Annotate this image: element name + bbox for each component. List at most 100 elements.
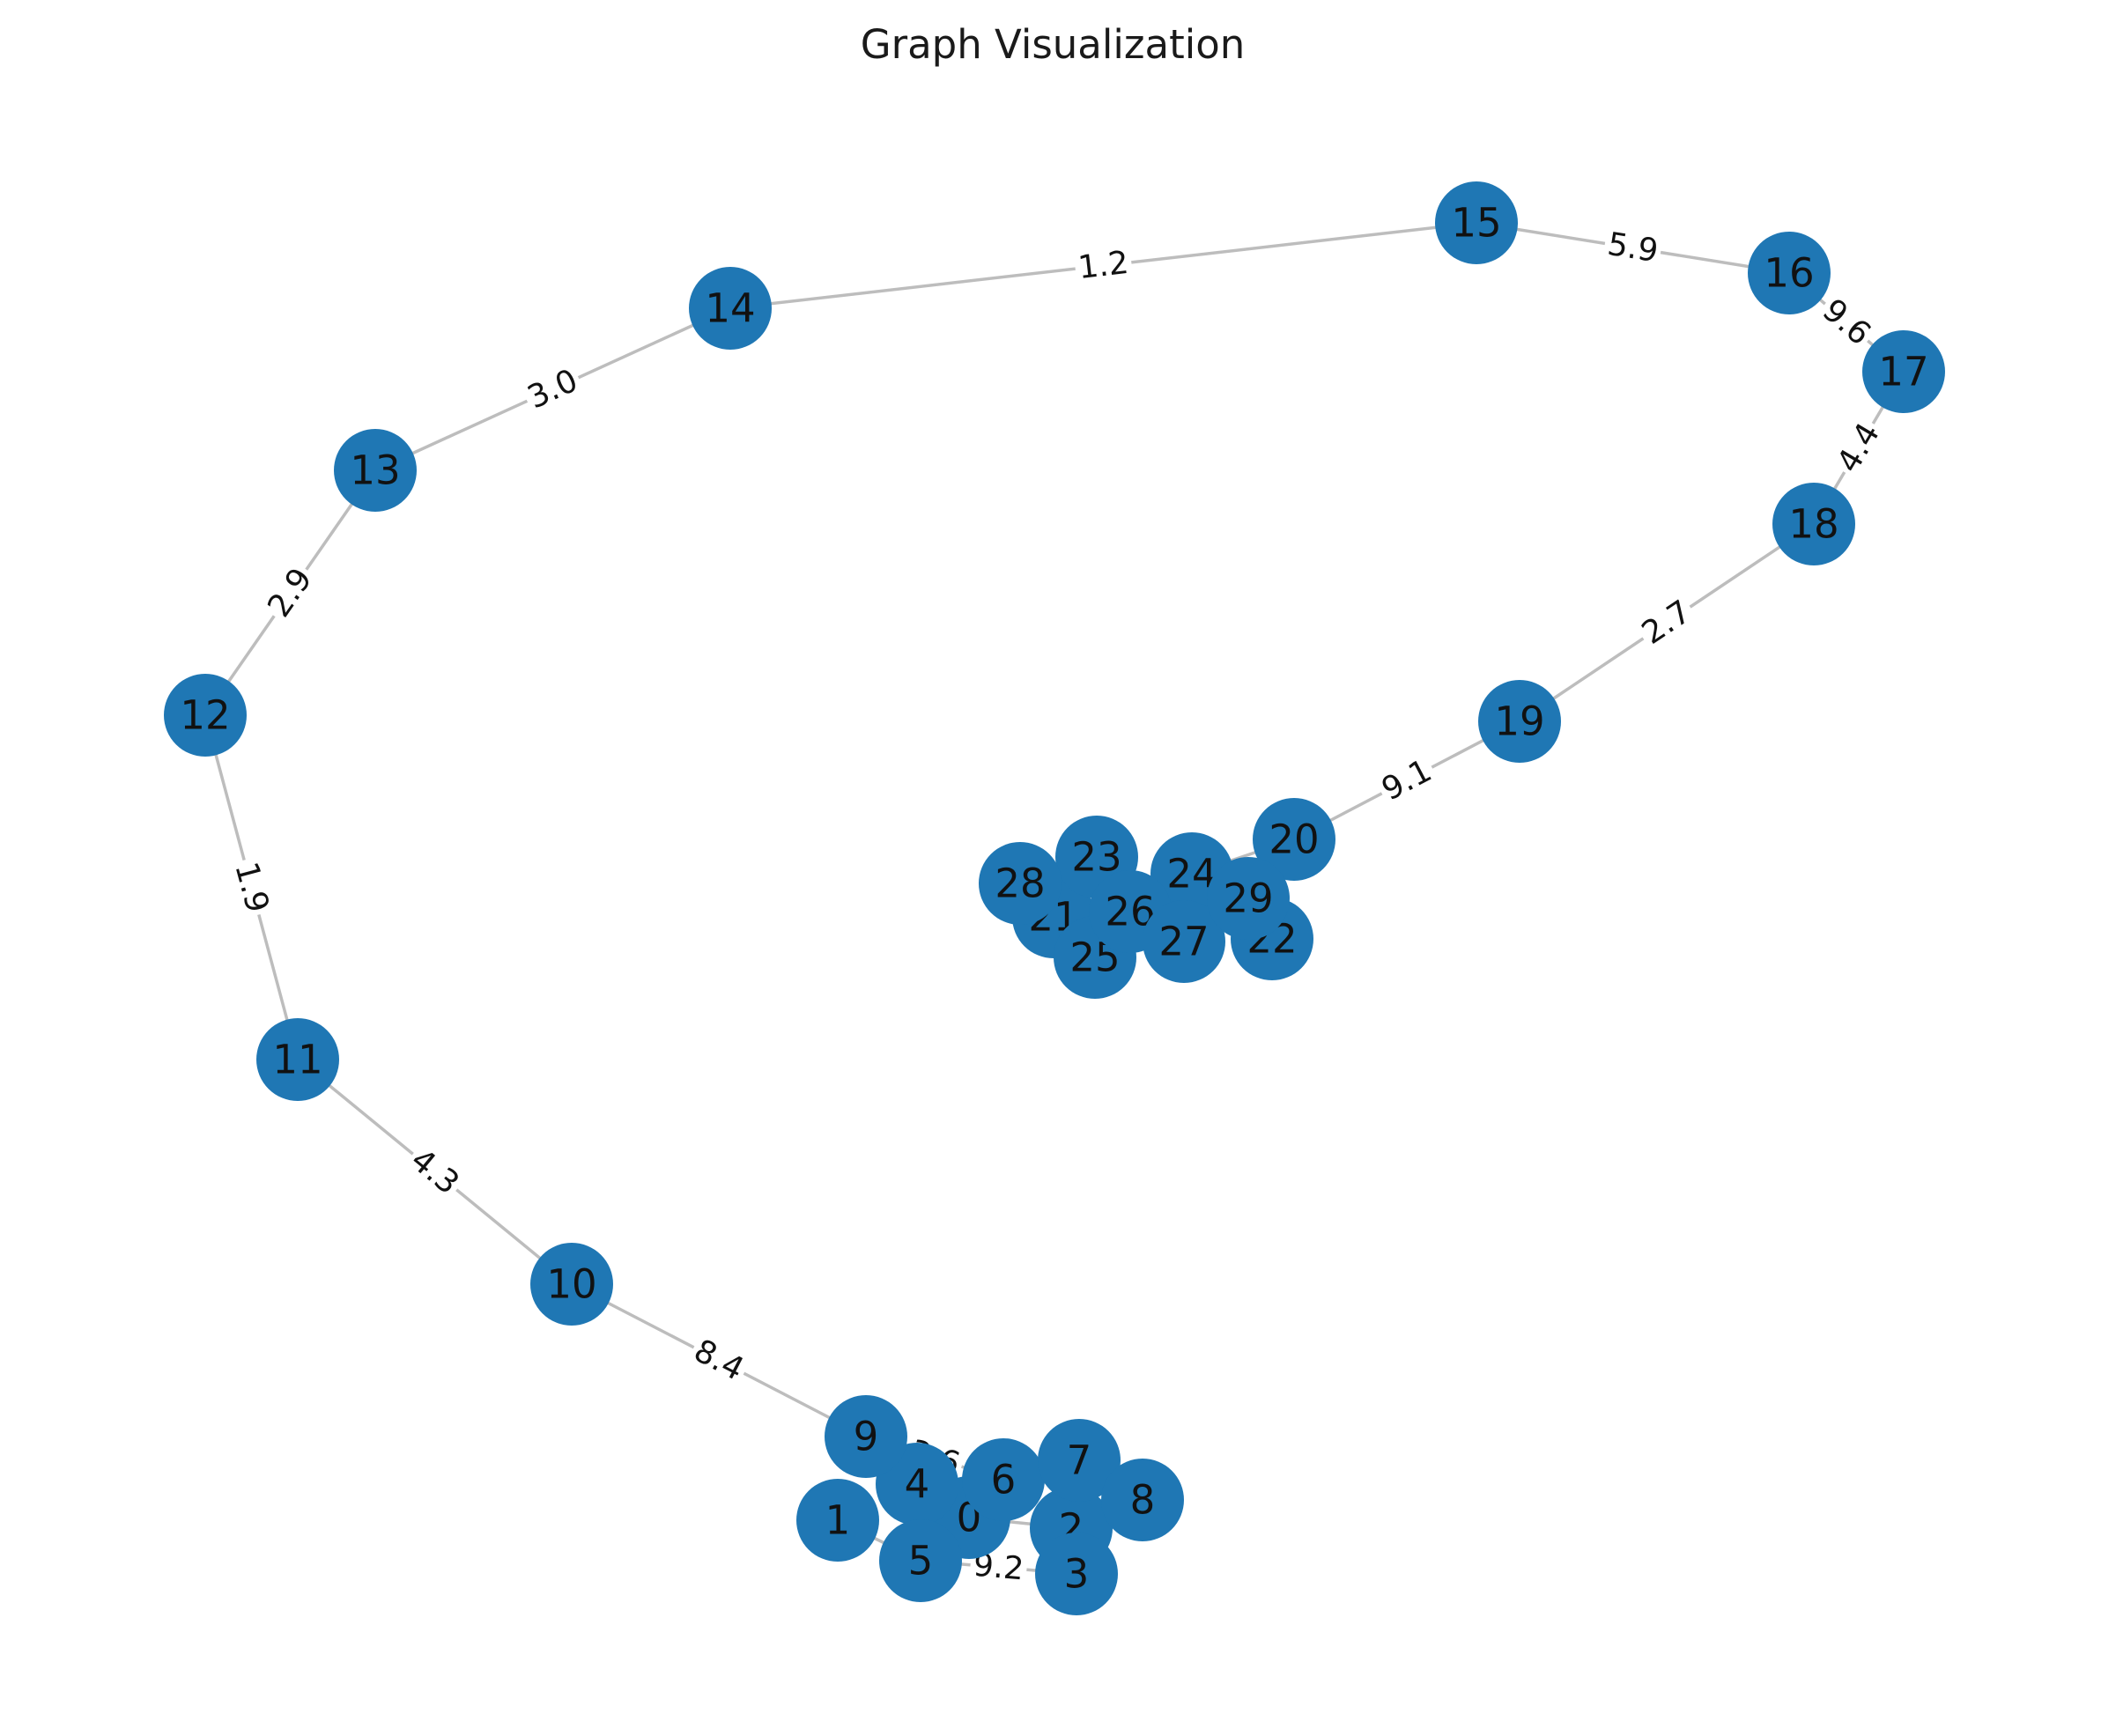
edge-label-background (1372, 750, 1441, 811)
node-circle (1772, 483, 1855, 565)
node-28: 28 (979, 842, 1062, 925)
node-circle (1478, 680, 1561, 763)
edge-label-group: 8.4 (684, 1330, 753, 1391)
edge-weight-label: 2.7 (1636, 594, 1698, 652)
edge-label-group: 4.3 (400, 1139, 470, 1205)
node-label: 10 (546, 1261, 596, 1308)
node-13: 13 (334, 429, 417, 512)
node-label: 5 (908, 1538, 934, 1585)
node-label: 19 (1494, 698, 1544, 745)
edge-label-background (1073, 243, 1134, 288)
node-circle (1101, 1459, 1184, 1541)
node-circle (1435, 181, 1518, 264)
node-label: 9 (854, 1414, 879, 1460)
node-11: 11 (256, 1018, 339, 1101)
edge-label-group: 2.7 (1632, 590, 1701, 655)
node-label: 11 (272, 1037, 322, 1083)
edge-label-background (1632, 590, 1701, 655)
edge-label-group: 1.9 (225, 854, 278, 920)
node-14: 14 (689, 267, 772, 350)
edge-weight-label: 1.2 (1076, 245, 1131, 286)
edge-weight-label: 4.4 (1831, 417, 1887, 478)
node-label: 29 (1223, 875, 1273, 922)
chart-title: Graph Visualization (861, 21, 1246, 68)
node-19: 19 (1478, 680, 1561, 763)
node-label: 4 (905, 1461, 930, 1508)
node-17: 17 (1862, 330, 1945, 413)
edge-label-group: 2.9 (258, 558, 322, 627)
edge-weight-label: 2.9 (261, 562, 319, 624)
node-circle (879, 1519, 962, 1602)
node-circle (1035, 1533, 1118, 1615)
node-label: 3 (1064, 1551, 1090, 1598)
node-12: 12 (164, 674, 247, 757)
node-20: 20 (1253, 798, 1335, 881)
node-circle (1143, 900, 1225, 983)
node-label: 13 (350, 447, 400, 494)
node-circle (164, 674, 247, 757)
node-circle (1862, 330, 1945, 413)
node-label: 12 (180, 692, 230, 739)
node-label: 8 (1130, 1477, 1156, 1524)
node-label: 28 (995, 861, 1045, 907)
node-circle (979, 842, 1062, 925)
edge-label-background (1827, 413, 1890, 483)
edge-label-group: 5.9 (1602, 224, 1664, 272)
node-1: 1 (796, 1479, 879, 1562)
node-label: 7 (1067, 1437, 1092, 1484)
node-circle (825, 1395, 907, 1478)
node-7: 7 (1038, 1419, 1121, 1502)
node-circle (256, 1018, 339, 1101)
node-15: 15 (1435, 181, 1518, 264)
node-circle (1748, 232, 1831, 314)
node-circle (1253, 798, 1335, 881)
node-16: 16 (1748, 232, 1831, 314)
node-circle (962, 1438, 1045, 1521)
edge-weight-label: 4.3 (403, 1141, 465, 1201)
node-9: 9 (825, 1395, 907, 1478)
node-8: 8 (1101, 1459, 1184, 1541)
node-circle (796, 1479, 879, 1562)
node-circle (334, 429, 417, 512)
node-label: 16 (1764, 250, 1814, 297)
edge-label-background (225, 854, 278, 920)
edge-label-background (400, 1139, 470, 1205)
edge-label-background (1602, 224, 1664, 272)
edge-weight-label: 9.6 (1816, 292, 1877, 352)
edge-label-group: 1.2 (1073, 243, 1134, 288)
edge-label-group: 9.1 (1372, 750, 1441, 811)
node-label: 6 (991, 1457, 1017, 1503)
node-5: 5 (879, 1519, 962, 1602)
node-18: 18 (1772, 483, 1855, 565)
node-label: 27 (1158, 919, 1209, 965)
edge-label-group: 4.4 (1827, 413, 1890, 483)
node-circle (1038, 1419, 1121, 1502)
node-label: 23 (1071, 834, 1121, 881)
edge-label-background (684, 1330, 753, 1391)
edge-weight-label: 5.9 (1605, 226, 1661, 270)
node-label: 18 (1788, 501, 1838, 548)
node-label: 14 (705, 285, 755, 332)
edge-label-group: 9.6 (1812, 289, 1881, 356)
edge-label-group: 3.0 (519, 359, 587, 419)
node-6: 6 (962, 1438, 1045, 1521)
node-circle (689, 267, 772, 350)
node-label: 20 (1269, 816, 1319, 863)
edge-label-group: 9.2 (968, 1545, 1029, 1590)
edge-labels-layer: 8.44.31.92.93.01.25.99.64.42.79.13.69.2 (225, 224, 1890, 1590)
edge-weight-label: 1.9 (227, 859, 275, 917)
node-29: 29 (1207, 857, 1290, 940)
node-label: 1 (825, 1497, 851, 1544)
node-27: 27 (1143, 900, 1225, 983)
edge-label-background (519, 359, 587, 419)
node-3: 3 (1035, 1533, 1118, 1615)
edge-label-background (258, 558, 322, 627)
edge-label-background (968, 1545, 1029, 1590)
node-label: 17 (1878, 349, 1928, 395)
node-10: 10 (530, 1243, 613, 1326)
node-circle (1207, 857, 1290, 940)
node-label: 15 (1451, 200, 1501, 247)
edge-label-background (1812, 289, 1881, 356)
